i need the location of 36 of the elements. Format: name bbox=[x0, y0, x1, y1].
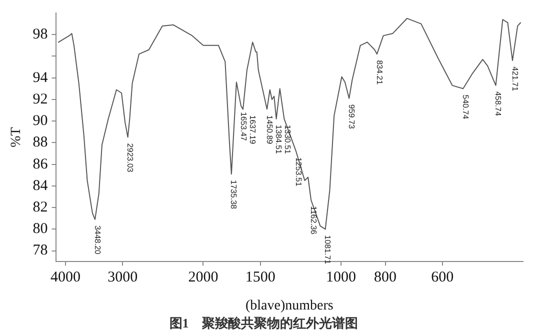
annotation: 458.74 bbox=[494, 91, 503, 116]
annotation: 834.21 bbox=[374, 60, 384, 86]
x-tick-label: 3000 bbox=[108, 270, 138, 286]
annotation: 1735.38 bbox=[229, 180, 238, 210]
y-axis-title: %T bbox=[9, 126, 24, 148]
annotation: 1081.71 bbox=[323, 235, 332, 265]
annotation: 1637.19 bbox=[248, 115, 257, 145]
y-tick-label: 82 bbox=[32, 199, 48, 216]
annotation: 2923.03 bbox=[126, 143, 135, 173]
annotation: 959.73 bbox=[346, 104, 356, 130]
text: 图1 聚羧酸共聚物的红外光谱图 bbox=[169, 316, 358, 331]
annotation: 1384.51 bbox=[274, 124, 284, 154]
y-tick-label: 90 bbox=[32, 113, 48, 130]
annotation: 1330.51 bbox=[283, 124, 292, 154]
x-tick-label: 600 bbox=[431, 270, 454, 286]
annotation: 1253.51 bbox=[294, 157, 303, 187]
y-tick-label: 92 bbox=[32, 91, 48, 108]
y-tick-label: 88 bbox=[32, 134, 48, 151]
annotation: 3448.20 bbox=[92, 225, 102, 255]
y-tick-label: 94 bbox=[32, 70, 48, 86]
x-tick-label: 4000 bbox=[50, 270, 80, 286]
x-axis-title: (blave)numbers bbox=[245, 298, 334, 314]
x-tick-label: 800 bbox=[374, 270, 397, 286]
annotation: 1162.36 bbox=[308, 206, 318, 235]
y-tick-label: 98 bbox=[32, 26, 48, 43]
annotation: 1653.47 bbox=[238, 112, 248, 142]
annotation: 1450.89 bbox=[264, 115, 274, 145]
y-tick-label: 78 bbox=[32, 242, 48, 259]
y-tick-label: 86 bbox=[32, 156, 48, 172]
annotation: 421.71 bbox=[510, 66, 520, 92]
x-tick-label: 1500 bbox=[245, 270, 276, 286]
x-tick-label: 1000 bbox=[326, 270, 356, 286]
x-tick-label: 2000 bbox=[188, 270, 218, 286]
y-tick-label: 80 bbox=[32, 221, 48, 238]
annotation: 540.74 bbox=[460, 94, 470, 120]
y-tick-label: 84 bbox=[32, 178, 48, 194]
